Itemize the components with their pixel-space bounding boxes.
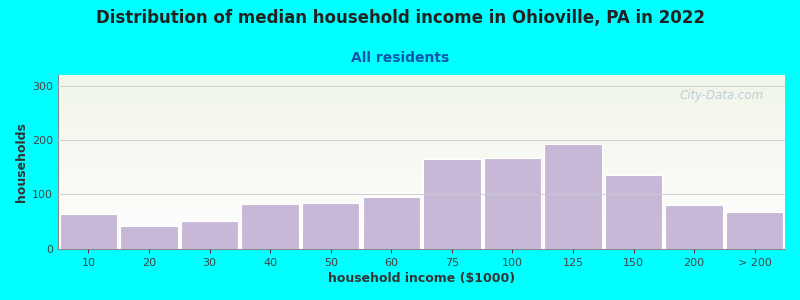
Bar bbox=[362, 197, 420, 249]
X-axis label: household income ($1000): household income ($1000) bbox=[328, 272, 515, 285]
Bar bbox=[726, 212, 783, 249]
Text: Distribution of median household income in Ohioville, PA in 2022: Distribution of median household income … bbox=[95, 9, 705, 27]
Bar bbox=[423, 159, 481, 249]
Bar bbox=[302, 202, 359, 249]
Y-axis label: households: households bbox=[15, 122, 28, 202]
Bar bbox=[666, 206, 723, 249]
Bar bbox=[484, 158, 542, 249]
Bar bbox=[544, 144, 602, 249]
Bar bbox=[242, 204, 299, 249]
Bar bbox=[181, 220, 238, 249]
Text: City-Data.com: City-Data.com bbox=[679, 89, 763, 102]
Bar bbox=[605, 176, 662, 249]
Text: All residents: All residents bbox=[351, 51, 449, 65]
Bar bbox=[60, 214, 118, 249]
Bar bbox=[120, 226, 178, 249]
